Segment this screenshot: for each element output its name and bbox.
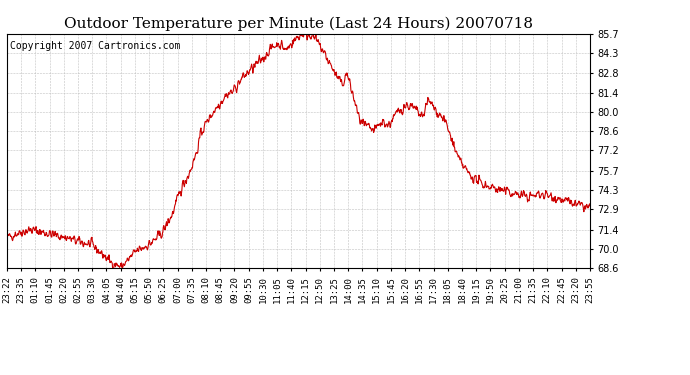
Text: Copyright 2007 Cartronics.com: Copyright 2007 Cartronics.com [10, 41, 180, 51]
Title: Outdoor Temperature per Minute (Last 24 Hours) 20070718: Outdoor Temperature per Minute (Last 24 … [64, 17, 533, 31]
